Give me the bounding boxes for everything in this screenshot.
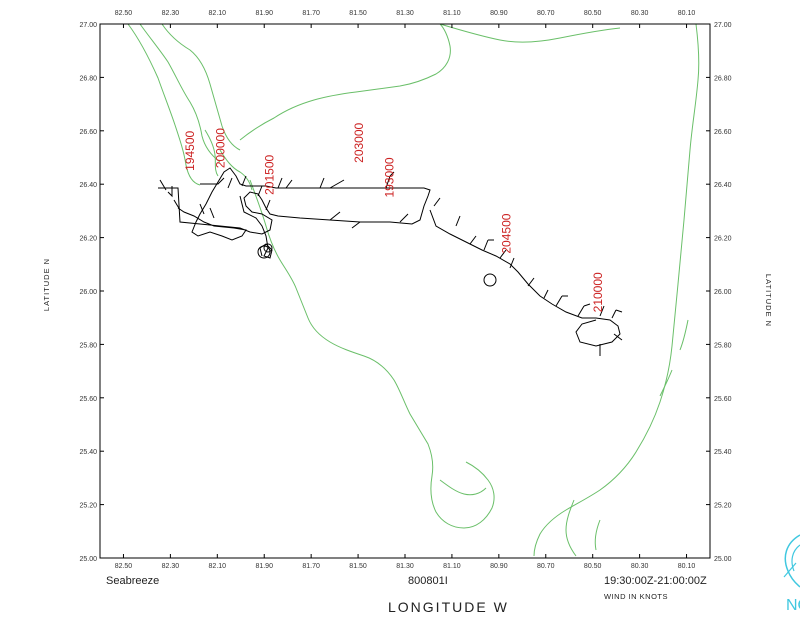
y-tick-label-right: 25.80 <box>714 342 732 349</box>
y-tick-label-left: 25.80 <box>79 342 97 349</box>
y-tick-label-left: 26.00 <box>79 289 97 296</box>
y-tick-label-left: 26.40 <box>79 182 97 189</box>
x-tick-label-top: 81.50 <box>349 10 367 17</box>
time-label: 210000 <box>591 272 605 312</box>
time-label: 194500 <box>183 130 197 170</box>
x-tick-label-bottom: 81.50 <box>349 563 367 570</box>
flight-track <box>158 167 621 347</box>
y-tick-label-right: 27.00 <box>714 22 732 29</box>
y-tick-label-left: 25.20 <box>79 503 97 510</box>
y-tick-label-left: 25.40 <box>79 449 97 456</box>
footer-left-label: Seabreeze <box>106 575 160 587</box>
time-label: 193000 <box>382 157 396 197</box>
x-tick-label-bottom: 81.30 <box>396 563 414 570</box>
y-tick-label-right: 26.80 <box>714 75 732 82</box>
y-tick-label-right: 25.60 <box>714 396 732 403</box>
y-tick-label-right: 26.40 <box>714 182 732 189</box>
x-tick-label-bottom: 81.90 <box>255 563 273 570</box>
footer-center-label: 800801I <box>408 575 448 587</box>
x-tick-label-bottom: 80.30 <box>631 563 649 570</box>
time-label: 200000 <box>213 128 227 168</box>
x-tick-label-top: 80.30 <box>631 10 649 17</box>
y-tick-label-left: 25.60 <box>79 396 97 403</box>
x-tick-label-bottom: 80.10 <box>678 563 696 570</box>
y-axis-title-left: LATITUDE N <box>42 257 52 312</box>
coastline <box>127 23 700 557</box>
x-tick-label-top: 81.10 <box>443 10 461 17</box>
x-axis-title: LONGITUDE W <box>388 599 509 615</box>
y-tick-label-left: 25.00 <box>79 556 97 563</box>
wind-barbs <box>159 171 623 356</box>
time-label: 203000 <box>352 122 366 162</box>
x-tick-label-top: 80.10 <box>678 10 696 17</box>
y-tick-label-right: 25.00 <box>714 556 732 563</box>
y-tick-label-left: 26.60 <box>79 129 97 136</box>
y-tick-label-right: 25.20 <box>714 503 732 510</box>
x-tick-label-bottom: 82.30 <box>162 563 180 570</box>
x-tick-label-top: 80.50 <box>584 10 602 17</box>
y-tick-label-left: 27.00 <box>79 22 97 29</box>
time-labels: 194500 200000 203000 193000 201500 204500 2100… <box>183 122 605 312</box>
x-tick-label-bottom: 80.70 <box>537 563 555 570</box>
x-tick-label-top: 80.70 <box>537 10 555 17</box>
x-tick-label-bottom: 81.70 <box>302 563 320 570</box>
x-tick-label-bottom: 81.10 <box>443 563 461 570</box>
y-tick-label-right: 25.40 <box>714 449 732 456</box>
y-tick-label-right: 26.00 <box>714 289 732 296</box>
x-tick-label-top: 81.30 <box>396 10 414 17</box>
time-label: 201500 <box>263 155 277 195</box>
y-axis-title-right: LATITUDE N <box>764 273 774 328</box>
x-tick-label-bottom: 82.50 <box>115 563 133 570</box>
footer-sub-label: WIND IN KNOTS <box>604 592 668 601</box>
x-tick-label-top: 80.90 <box>490 10 508 17</box>
y-tick-label-right: 26.20 <box>714 236 732 243</box>
axis-ticks: 82.50 82.50 82.30 82.30 82.10 82.10 81.90 81.90… <box>79 10 731 570</box>
time-label: 204500 <box>500 213 514 253</box>
x-tick-label-top: 82.30 <box>162 10 180 17</box>
footer-right-label: 19:30:00Z-21:00:00Z <box>604 575 707 587</box>
x-tick-label-bottom: 80.50 <box>584 563 602 570</box>
x-tick-label-top: 81.70 <box>302 10 320 17</box>
noaa-logo-icon <box>783 534 800 588</box>
x-tick-label-bottom: 80.90 <box>490 563 508 570</box>
x-tick-label-top: 82.10 <box>209 10 227 17</box>
y-tick-label-left: 26.80 <box>79 75 97 82</box>
logo-text: NO <box>786 597 800 614</box>
x-tick-label-top: 81.90 <box>255 10 273 17</box>
x-tick-label-bottom: 82.10 <box>209 563 227 570</box>
y-tick-label-left: 26.20 <box>79 236 97 243</box>
y-tick-label-right: 26.60 <box>714 129 732 136</box>
x-tick-label-top: 82.50 <box>115 10 133 17</box>
